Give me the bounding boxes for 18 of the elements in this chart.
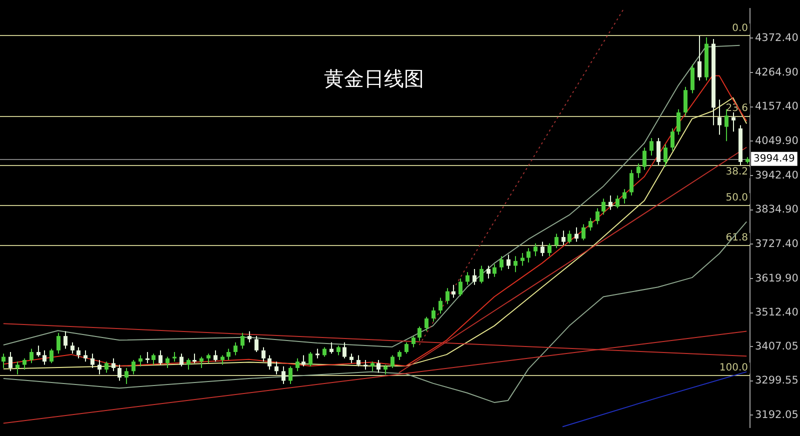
- y-tick-label: 3727.40: [755, 238, 798, 250]
- y-tick-label: 4049.90: [755, 134, 798, 147]
- y-tick-label: 4372.40: [755, 32, 798, 44]
- y-tick-label: 4264.90: [755, 66, 798, 78]
- text: 黄金日线图: [324, 66, 424, 91]
- annotation: 0.0: [732, 23, 748, 34]
- annotation: 38.2: [726, 166, 748, 178]
- y-tick-label: 3834.90: [755, 204, 798, 216]
- annotation: 100.0: [719, 362, 748, 374]
- y-tick-label: 3942.40: [755, 169, 798, 182]
- y-tick-label: 3512.40: [755, 306, 798, 319]
- ref-line-label: 3994.49: [754, 154, 795, 165]
- y-tick-label: 3192.05: [755, 408, 798, 421]
- y-tick-label: 3299.55: [755, 374, 798, 387]
- y-tick-label: 3619.90: [755, 272, 798, 284]
- y-tick-label: 4157.40: [755, 100, 798, 113]
- annotation: 50.0: [726, 192, 748, 204]
- y-tick-label: 3407.05: [755, 340, 798, 352]
